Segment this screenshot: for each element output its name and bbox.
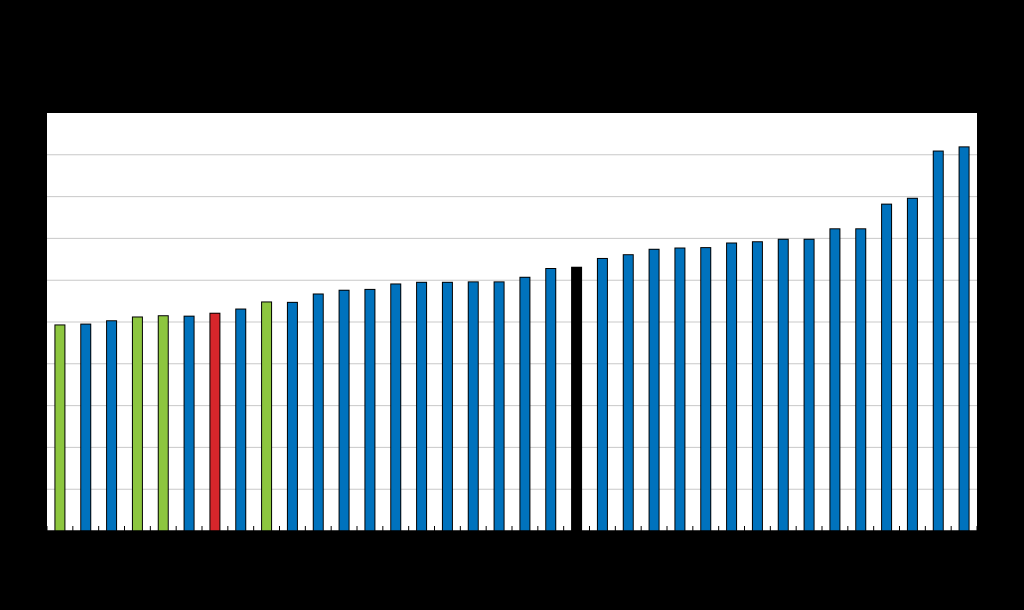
bar (261, 301, 273, 532)
bar (906, 197, 918, 532)
gridlines (47, 154, 977, 490)
bar (286, 301, 298, 532)
bar (54, 324, 66, 532)
bar (364, 288, 376, 532)
bar (157, 315, 169, 532)
bars (54, 146, 970, 532)
bar (441, 281, 453, 532)
bar (726, 242, 738, 532)
bar (209, 312, 221, 532)
bar (416, 281, 428, 532)
bar (855, 228, 867, 532)
bar (545, 268, 557, 532)
bar (958, 146, 970, 532)
bar (803, 238, 815, 532)
bar (881, 203, 893, 532)
bar (338, 289, 350, 532)
bar (80, 323, 92, 532)
bar (519, 276, 531, 532)
bar (493, 281, 505, 532)
bar (106, 320, 118, 532)
bar (829, 228, 841, 532)
bar (622, 254, 634, 532)
bar (751, 241, 763, 532)
bar (932, 150, 944, 532)
bar (235, 308, 247, 532)
bar (390, 283, 402, 532)
x-axis-ticks (46, 526, 978, 531)
bar (777, 238, 789, 532)
bar (648, 248, 660, 532)
bar (700, 247, 712, 532)
bar (596, 257, 608, 532)
bar (131, 316, 143, 532)
bar (467, 281, 479, 532)
bar (674, 247, 686, 532)
bar (312, 293, 324, 532)
bar (571, 266, 583, 532)
bar (183, 315, 195, 532)
